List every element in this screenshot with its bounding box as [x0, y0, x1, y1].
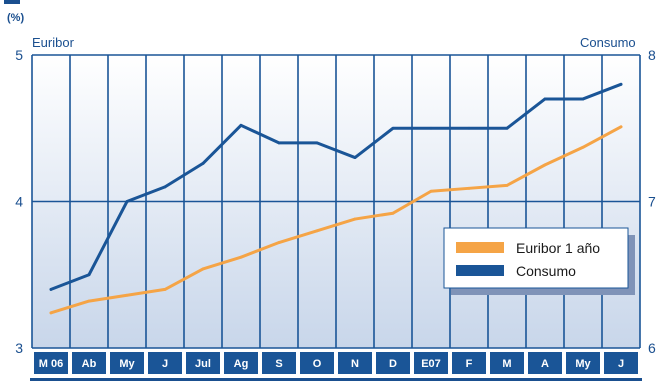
series-point-1: [467, 126, 471, 130]
series-point-1: [239, 123, 243, 127]
series-point-0: [505, 183, 509, 187]
series-point-1: [315, 141, 319, 145]
legend-label-euribor: Euribor 1 año: [516, 240, 600, 256]
x-tick-label: Ag: [234, 358, 249, 370]
y-right-tick-label: 7: [648, 194, 656, 210]
x-tick-label: J: [618, 358, 624, 370]
series-point-0: [429, 189, 433, 193]
legend: Euribor 1 año Consumo: [443, 227, 635, 295]
month-box: [452, 352, 486, 374]
month-box: [224, 352, 258, 374]
month-box: [262, 352, 296, 374]
month-box: [376, 352, 410, 374]
x-tick-label: E07: [421, 358, 441, 370]
series-point-0: [125, 293, 129, 297]
series-point-0: [315, 229, 319, 233]
x-tick-label: My: [119, 358, 135, 370]
y-left-tick-label: 3: [15, 340, 23, 356]
series-point-0: [87, 299, 91, 303]
month-box: [148, 352, 182, 374]
left-axis-label: Euribor: [32, 35, 75, 50]
y-left-tick-label: 4: [15, 194, 23, 210]
y-left-tick-label: 5: [15, 47, 23, 63]
month-box: [490, 352, 524, 374]
month-box: [414, 352, 448, 374]
series-point-1: [619, 82, 623, 86]
legend-swatch-euribor: [456, 242, 504, 253]
x-tick-label: S: [275, 358, 282, 370]
series-point-1: [543, 97, 547, 101]
series-point-0: [277, 241, 281, 244]
series-point-0: [353, 217, 357, 221]
x-tick-label: Ab: [82, 358, 97, 370]
series-point-1: [505, 126, 509, 130]
series-point-1: [581, 97, 585, 101]
series-point-1: [277, 141, 281, 145]
series-point-0: [201, 267, 205, 271]
month-box: [338, 352, 372, 374]
series-point-0: [619, 125, 623, 129]
month-box: [604, 352, 638, 374]
series-point-0: [467, 186, 471, 190]
series-point-0: [49, 311, 53, 315]
bottom-rule: [30, 378, 642, 381]
y-right-tick-label: 8: [648, 47, 656, 63]
series-point-1: [125, 200, 129, 203]
month-box: [186, 352, 220, 374]
series-point-1: [163, 185, 167, 189]
legend-box: [443, 227, 629, 289]
series-line-1: [49, 82, 623, 291]
x-tick-label: Jul: [195, 358, 211, 370]
month-box: [110, 352, 144, 374]
series-point-1: [429, 126, 433, 130]
right-axis-label: Consumo: [580, 35, 636, 50]
x-tick-label: F: [466, 358, 473, 370]
month-box: [528, 352, 562, 374]
series-point-0: [581, 145, 585, 149]
x-tick-label: N: [351, 358, 359, 370]
series-point-1: [353, 156, 357, 159]
title-fragment: [4, 0, 20, 4]
unit-label: (%): [7, 12, 24, 24]
legend-swatch-consumo: [456, 265, 504, 276]
month-box: [72, 352, 106, 374]
y-right-tick-label: 6: [648, 340, 656, 356]
series-lines: [49, 82, 623, 315]
series-point-0: [543, 163, 547, 167]
series-point-1: [87, 273, 91, 277]
series-point-1: [391, 126, 395, 130]
month-box: [566, 352, 600, 374]
x-tick-label: M: [502, 358, 511, 370]
left-axis-ticks: 3 4 5: [15, 47, 23, 356]
month-box: [300, 352, 334, 374]
x-tick-label: O: [313, 358, 322, 370]
series-point-0: [239, 255, 243, 259]
x-tick-label: A: [541, 358, 549, 370]
x-tick-label: M 06: [39, 358, 63, 370]
series-line-0: [49, 125, 623, 315]
legend-label-consumo: Consumo: [516, 263, 576, 279]
x-tick-label: J: [162, 358, 168, 370]
month-box: [34, 352, 68, 374]
x-axis-band: M 06 Ab My J Jul Ag S O N D E07 F M A My J: [30, 350, 642, 376]
horizontal-gridlines: [32, 54, 640, 349]
right-axis-ticks: 6 7 8: [648, 47, 656, 356]
x-tick-label: My: [575, 358, 591, 370]
series-point-1: [49, 288, 53, 291]
series-point-1: [201, 162, 205, 165]
x-tick-label: D: [389, 358, 397, 370]
series-point-0: [163, 288, 167, 291]
series-point-0: [391, 211, 395, 215]
